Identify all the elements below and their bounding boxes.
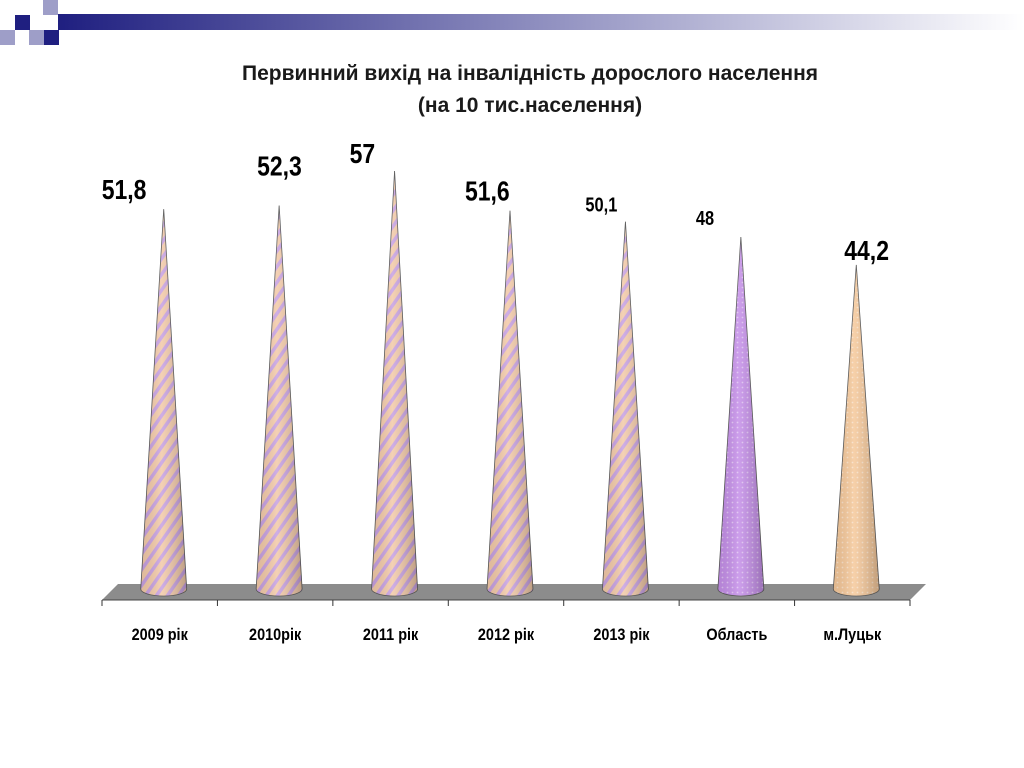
- header-square-4: [44, 30, 59, 45]
- value-label: 51,6: [465, 177, 510, 208]
- header-gradient-band: [58, 14, 1024, 30]
- category-axis: 2009 рік 2010рік 2011 рік 2012 рік 2013 рік О…: [101, 600, 911, 644]
- cones: [140, 170, 880, 597]
- cone-bar: [486, 210, 534, 597]
- header-square-2: [43, 0, 58, 15]
- value-label: 50,1: [585, 193, 617, 216]
- category-label: м.Луцьк: [823, 626, 881, 644]
- category-label: 2012 рік: [478, 626, 534, 644]
- header-decoration: [0, 0, 1024, 45]
- category-label: 2009 рік: [132, 626, 188, 644]
- page-title: Первинний вихід на інвалідність дорослог…: [0, 58, 1024, 122]
- value-label: 48: [696, 206, 714, 229]
- title-line-2: (на 10 тис.населення): [417, 94, 643, 117]
- cone-shading: [371, 171, 418, 596]
- value-label: 52,3: [257, 151, 302, 182]
- category-label: Область: [706, 626, 767, 644]
- value-label: 51,8: [102, 175, 147, 206]
- cone-shading: [487, 210, 533, 596]
- header-square-1: [15, 15, 30, 30]
- category-label: 2013 рік: [593, 626, 649, 644]
- value-labels: 51,8 52,3 57 51,6 50,1 48 44,2: [102, 139, 889, 266]
- cone-shading: [140, 209, 187, 596]
- title-line-1: Первинний вихід на інвалідність дорослог…: [241, 62, 819, 85]
- header-square-3: [29, 30, 44, 45]
- cone-shading: [256, 205, 303, 596]
- value-label: 44,2: [844, 236, 889, 267]
- cone-bar: [832, 264, 880, 597]
- cone-bar: [255, 205, 303, 597]
- category-label: 2011 рік: [363, 626, 418, 644]
- cone-bar: [717, 236, 765, 597]
- cone-shading: [717, 237, 764, 596]
- cone-bar: [602, 221, 649, 597]
- cone-bar: [140, 209, 188, 597]
- cone-shading: [833, 264, 880, 596]
- header-square-5: [0, 30, 15, 45]
- cone-bar: [371, 170, 418, 597]
- cone-shading: [602, 221, 649, 596]
- value-label: 57: [350, 139, 376, 170]
- category-label: 2010рік: [249, 626, 301, 644]
